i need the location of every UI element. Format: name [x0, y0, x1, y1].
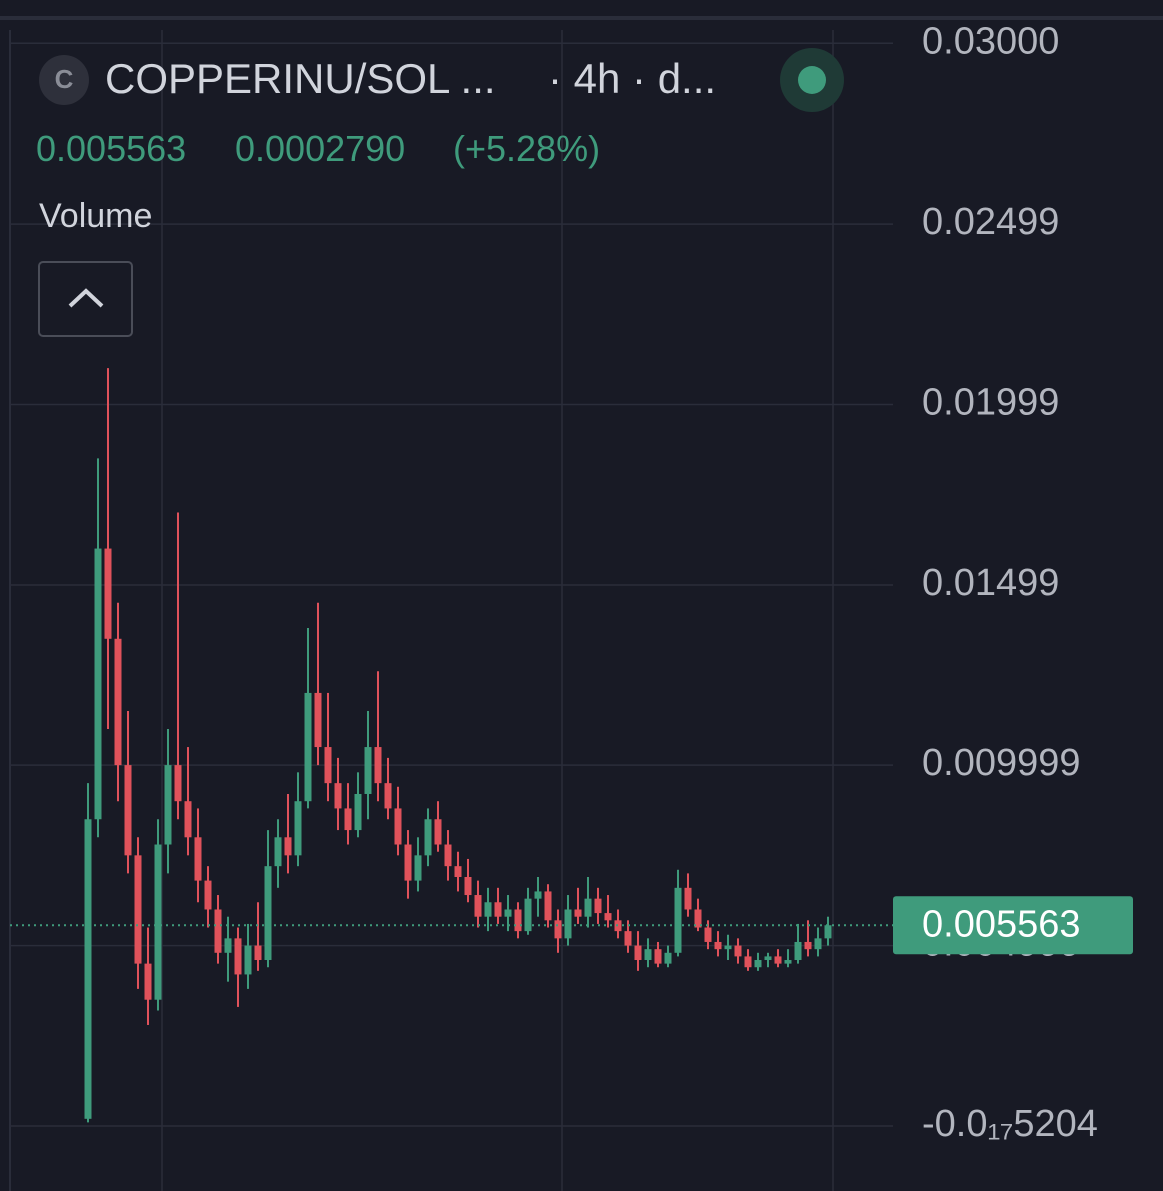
candle-body [284, 837, 292, 856]
y-tick-label: 0.01499 [922, 562, 1059, 604]
candle-body [114, 638, 122, 766]
candle-body [824, 925, 832, 939]
candle-body [574, 909, 582, 917]
candle-body [534, 891, 542, 899]
candle-body [724, 945, 732, 950]
candle-body [214, 909, 222, 953]
candle-body [294, 801, 302, 856]
candle-body [794, 941, 802, 961]
candle-body [814, 938, 822, 950]
status-dot [798, 66, 826, 94]
candle-body [184, 801, 192, 838]
candle-body [644, 949, 652, 961]
candle-body [704, 927, 712, 942]
candle-body [354, 793, 362, 831]
candle-body [564, 909, 572, 939]
coin-icon-letter: C [55, 64, 74, 94]
candle-body [84, 819, 92, 1119]
candle-body [554, 920, 562, 939]
candle-body [404, 844, 412, 881]
candle-body [304, 692, 312, 802]
candle-body [434, 819, 442, 845]
candle-body [154, 844, 162, 1000]
candle-body [364, 747, 372, 794]
coin-icon [39, 55, 89, 105]
candle-body [734, 945, 742, 957]
candle-body [244, 945, 252, 975]
candle-body [514, 909, 522, 932]
candle-body [264, 866, 272, 961]
candle-body [384, 783, 392, 809]
candle-body [254, 945, 262, 961]
candle-body [714, 941, 722, 950]
candle-body [664, 952, 672, 964]
candle-body [654, 949, 662, 964]
candle-body [224, 938, 232, 953]
interval: · 4h · d... [548, 55, 717, 102]
candle-body [504, 909, 512, 917]
candle-body [394, 808, 402, 845]
candle-body [474, 895, 482, 917]
candle-body [584, 898, 592, 917]
candle-body [524, 898, 532, 932]
candle-body [144, 963, 152, 1000]
header-change-pct: (+5.28%) [453, 128, 601, 169]
y-tick-label: 0.02499 [922, 201, 1059, 243]
candle-body [804, 941, 812, 950]
candle-body [624, 931, 632, 946]
candle-body [604, 913, 612, 921]
candle-body [104, 548, 112, 639]
candle-body [94, 548, 102, 820]
candle-body [374, 747, 382, 784]
candle-body [764, 956, 772, 961]
candle-body [414, 855, 422, 881]
candle-body [494, 902, 502, 917]
collapse-button[interactable] [38, 261, 133, 337]
candle-body [774, 956, 782, 964]
candle-body [754, 960, 762, 968]
candle-body [484, 902, 492, 917]
last-price-label: 0.005563 [922, 903, 1081, 945]
candle-body [314, 692, 322, 748]
candle-body [784, 960, 792, 964]
candle-body [464, 876, 472, 896]
header-change: 0.0002790 [235, 128, 406, 169]
y-tick-label: 0.03000 [922, 20, 1059, 62]
candle-body [174, 765, 182, 802]
candle-body [124, 765, 132, 856]
y-tick-label: 0.009999 [922, 742, 1081, 784]
candle-body [324, 747, 332, 784]
candle-body [344, 808, 352, 831]
symbol: COPPERINU/SOL ... [105, 55, 496, 102]
candle-body [594, 898, 602, 914]
candle-body [204, 880, 212, 910]
candle-body [694, 909, 702, 928]
candle-body [684, 887, 692, 910]
candle-body [674, 887, 682, 953]
candle-body [744, 956, 752, 968]
candle-body [634, 945, 642, 961]
candle-body [164, 765, 172, 845]
last-price-tag [893, 896, 1133, 955]
candle-body [134, 855, 142, 964]
y-tick-label: -0.0₁₇5204 [922, 1103, 1098, 1145]
chevron-icon [68, 288, 104, 308]
candle-body [454, 866, 462, 877]
candle-body [544, 891, 552, 921]
candle-body [444, 844, 452, 867]
header-price: 0.005563 [36, 128, 187, 169]
candle-body [234, 938, 242, 975]
candle-body [194, 837, 202, 881]
indicator-label: Volume [39, 197, 153, 235]
candle-body [334, 783, 342, 809]
candle-body [274, 837, 282, 867]
y-tick-label: 0.01999 [922, 382, 1059, 424]
candle-body [424, 819, 432, 856]
